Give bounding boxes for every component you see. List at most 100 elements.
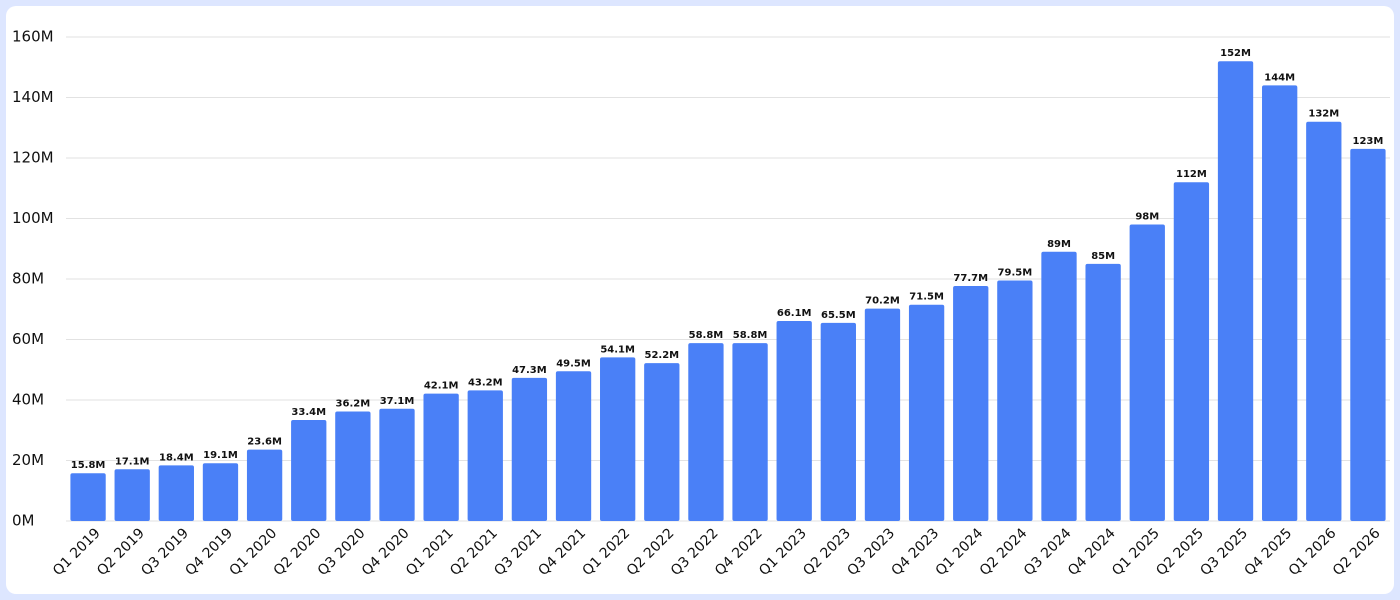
bar bbox=[1350, 148, 1386, 522]
value-label: 36.2M bbox=[336, 398, 371, 409]
x-tick-label: Q4 2025 bbox=[1242, 525, 1296, 579]
y-tick-label: 60M bbox=[12, 330, 44, 348]
bar bbox=[555, 371, 592, 521]
value-label: 85M bbox=[1091, 251, 1115, 262]
value-label: 19.1M bbox=[203, 450, 238, 461]
bar bbox=[820, 322, 856, 521]
value-label: 17.1M bbox=[115, 456, 150, 467]
x-tick-label: Q3 2025 bbox=[1197, 525, 1251, 579]
x-tick-label: Q1 2024 bbox=[933, 525, 987, 579]
x-tick-label: Q2 2019 bbox=[94, 525, 148, 579]
value-label: 58.8M bbox=[733, 330, 768, 341]
value-label: 70.2M bbox=[865, 296, 900, 307]
value-label: 152M bbox=[1220, 48, 1251, 59]
x-tick-label: Q4 2023 bbox=[889, 525, 943, 579]
value-label: 98M bbox=[1135, 212, 1159, 223]
x-tick-label: Q4 2022 bbox=[712, 525, 766, 579]
x-tick-label: Q3 2021 bbox=[491, 525, 545, 579]
value-label: 23.6M bbox=[247, 437, 282, 448]
bar bbox=[1041, 251, 1077, 521]
bar bbox=[776, 321, 812, 521]
bar bbox=[644, 363, 680, 521]
bar bbox=[335, 411, 371, 521]
x-tick-label: Q3 2024 bbox=[1021, 525, 1075, 579]
value-label: 65.5M bbox=[821, 310, 856, 321]
bar bbox=[732, 343, 768, 521]
x-tick-label: Q3 2020 bbox=[315, 525, 369, 579]
y-tick-label: 20M bbox=[12, 451, 44, 469]
value-label: 52.2M bbox=[644, 350, 679, 361]
value-label: 37.1M bbox=[380, 396, 415, 407]
value-label: 47.3M bbox=[512, 365, 547, 376]
bar bbox=[202, 463, 239, 521]
bar bbox=[246, 449, 283, 521]
x-tick-label: Q2 2025 bbox=[1153, 525, 1207, 579]
bar bbox=[423, 393, 459, 521]
bar bbox=[511, 377, 548, 521]
x-tick-label: Q2 2023 bbox=[800, 525, 854, 579]
value-label: 123M bbox=[1353, 136, 1384, 147]
x-tick-label: Q1 2021 bbox=[403, 525, 457, 579]
bar bbox=[1262, 85, 1298, 522]
bar bbox=[1217, 61, 1254, 521]
value-label: 42.1M bbox=[424, 381, 459, 392]
y-tick-label: 120M bbox=[12, 149, 54, 167]
bar bbox=[908, 304, 945, 521]
y-tick-label: 160M bbox=[12, 28, 54, 46]
value-label: 49.5M bbox=[556, 358, 591, 369]
x-tick-label: Q4 2020 bbox=[359, 525, 413, 579]
value-label: 58.8M bbox=[689, 330, 724, 341]
x-tick-label: Q3 2019 bbox=[138, 525, 192, 579]
value-label: 79.5M bbox=[998, 268, 1033, 279]
value-label: 112M bbox=[1176, 169, 1207, 180]
bar bbox=[1173, 182, 1210, 521]
bar bbox=[114, 469, 150, 521]
bar bbox=[864, 308, 901, 521]
x-tick-label: Q3 2022 bbox=[668, 525, 722, 579]
value-label: 54.1M bbox=[600, 344, 635, 355]
value-label: 89M bbox=[1047, 239, 1071, 250]
value-label: 18.4M bbox=[159, 452, 194, 463]
value-label: 66.1M bbox=[777, 308, 812, 319]
value-label: 43.2M bbox=[468, 377, 503, 388]
x-tick-label: Q2 2026 bbox=[1330, 525, 1384, 579]
y-tick-label: 80M bbox=[12, 270, 44, 288]
x-tick-label: Q1 2019 bbox=[50, 525, 104, 579]
y-tick-label: 140M bbox=[12, 88, 54, 106]
bar bbox=[1085, 263, 1121, 521]
y-tick-label: 0M bbox=[12, 512, 35, 530]
bar bbox=[1306, 121, 1342, 521]
x-tick-label: Q1 2025 bbox=[1109, 525, 1163, 579]
bar bbox=[600, 357, 636, 521]
y-tick-label: 100M bbox=[12, 209, 54, 227]
bar bbox=[688, 343, 724, 521]
x-tick-label: Q2 2024 bbox=[977, 525, 1031, 579]
x-tick-label: Q4 2024 bbox=[1065, 525, 1119, 579]
bar bbox=[291, 419, 327, 521]
bar bbox=[467, 390, 503, 521]
x-tick-label: Q2 2021 bbox=[447, 525, 501, 579]
x-tick-label: Q1 2023 bbox=[756, 525, 810, 579]
x-tick-label: Q1 2020 bbox=[227, 525, 281, 579]
value-label: 132M bbox=[1308, 109, 1339, 120]
x-tick-label: Q2 2020 bbox=[271, 525, 325, 579]
x-tick-label: Q2 2022 bbox=[624, 525, 678, 579]
bar bbox=[70, 473, 106, 521]
bar bbox=[158, 465, 194, 521]
x-tick-label: Q4 2019 bbox=[182, 525, 236, 579]
x-tick-label: Q3 2023 bbox=[844, 525, 898, 579]
value-label: 15.8M bbox=[71, 460, 106, 471]
bar bbox=[1129, 224, 1165, 522]
bar bbox=[997, 280, 1033, 521]
value-label: 77.7M bbox=[953, 273, 988, 284]
bar bbox=[379, 408, 415, 521]
value-label: 33.4M bbox=[291, 407, 326, 418]
x-tick-label: Q1 2026 bbox=[1286, 525, 1340, 579]
x-tick-label: Q4 2021 bbox=[535, 525, 589, 579]
value-label: 71.5M bbox=[909, 292, 944, 303]
bar bbox=[953, 285, 989, 521]
value-label: 144M bbox=[1264, 72, 1295, 83]
y-tick-label: 40M bbox=[12, 391, 44, 409]
